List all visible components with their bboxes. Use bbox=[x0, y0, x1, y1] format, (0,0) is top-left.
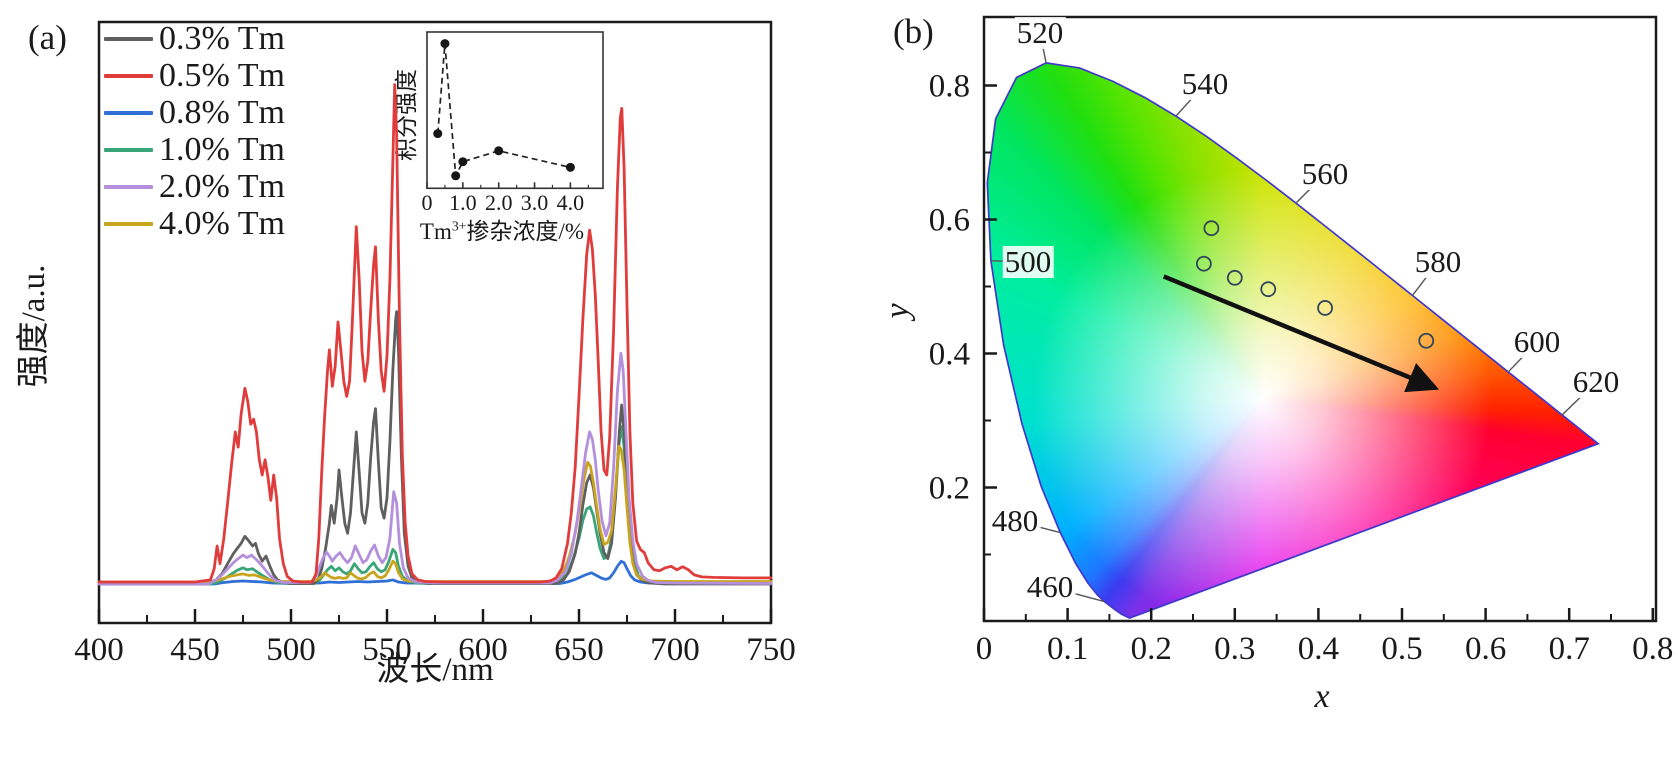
panel-b-x-tick-label: 0.8 bbox=[1632, 631, 1673, 667]
spectrum-curve-08Tm bbox=[97, 559, 773, 586]
legend-item: 0.3% Tm bbox=[104, 21, 285, 57]
inset-data-point bbox=[494, 146, 504, 156]
panel-a-label: (a) bbox=[28, 18, 67, 57]
inset-data-point bbox=[565, 162, 575, 172]
legend-item: 2.0% Tm bbox=[104, 169, 285, 205]
panel-a-y-axis-title: 强度/a.u. bbox=[16, 264, 52, 388]
panel-b-y-tick-label: 0.6 bbox=[929, 203, 970, 239]
wavelength-label-520: 520 bbox=[1014, 15, 1066, 50]
panel-b-x-tick-label: 0.7 bbox=[1549, 631, 1590, 667]
inset-data-point bbox=[451, 171, 461, 181]
legend-line-swatch bbox=[104, 148, 153, 152]
panel-b-label: (b) bbox=[893, 12, 934, 51]
panel-b-x-tick-label: 0.1 bbox=[1047, 631, 1088, 667]
panel-b-x-tick-label: 0.5 bbox=[1381, 631, 1422, 667]
panel-a-x-tick-label: 400 bbox=[74, 632, 124, 668]
legend-item: 0.5% Tm bbox=[104, 58, 285, 94]
wavelength-label-600: 600 bbox=[1511, 324, 1563, 359]
inset-data-line bbox=[436, 43, 571, 179]
panel-b-x-tick-label: 0.3 bbox=[1214, 631, 1255, 667]
panel-a-x-tick-label: 450 bbox=[170, 632, 220, 668]
legend-item-label: 0.5% Tm bbox=[159, 57, 285, 94]
panel-b-y-axis-title: y bbox=[879, 303, 916, 319]
panel-b-x-tick-label: 0 bbox=[976, 631, 993, 667]
panel-b-y-tick-label: 0.8 bbox=[929, 69, 970, 105]
legend-line-swatch bbox=[104, 37, 153, 41]
panel-b-x-tick-label: 0.4 bbox=[1298, 631, 1339, 667]
inset-x-title-prefix: Tm bbox=[419, 219, 452, 244]
panel-a-x-tick-label: 500 bbox=[266, 632, 316, 668]
spectrum-curve-40Tm bbox=[97, 444, 773, 584]
wavelength-label-480: 480 bbox=[989, 503, 1041, 538]
inset-x-axis-title: Tm3+掺杂浓度/% bbox=[397, 212, 607, 246]
wavelength-label-460: 460 bbox=[1024, 569, 1076, 604]
cie-gamut-color-field bbox=[987, 62, 1599, 619]
legend-line-swatch bbox=[104, 111, 153, 115]
panel-b-y-tick-label: 0.2 bbox=[929, 471, 970, 507]
legend-item: 1.0% Tm bbox=[104, 132, 285, 168]
legend-line-swatch bbox=[104, 222, 153, 226]
legend-item-label: 4.0% Tm bbox=[159, 205, 285, 242]
legend-line-swatch bbox=[104, 74, 153, 78]
inset-y-axis-title: 积分强度 bbox=[394, 69, 419, 161]
panel-b-y-tick-label: 0.4 bbox=[929, 337, 970, 373]
legend-item: 0.8% Tm bbox=[104, 95, 285, 131]
inset-data-point bbox=[458, 157, 468, 167]
panel-b-x-tick-label: 0.2 bbox=[1131, 631, 1172, 667]
panel-a-x-tick-label: 650 bbox=[554, 632, 604, 668]
wavelength-leader-line bbox=[1175, 97, 1193, 117]
panel-a-x-tick-label: 750 bbox=[746, 632, 796, 668]
legend-item-label: 0.8% Tm bbox=[159, 94, 285, 131]
panel-a-x-axis-title: 波长/nm bbox=[376, 652, 494, 688]
wavelength-label-500: 500 bbox=[1002, 244, 1054, 279]
wavelength-leader-line bbox=[1411, 276, 1428, 296]
legend-item-label: 1.0% Tm bbox=[159, 131, 285, 168]
spectrum-curve-10Tm bbox=[97, 425, 773, 586]
legend-item-label: 2.0% Tm bbox=[159, 168, 285, 205]
inset-x-title-sup: 3+ bbox=[451, 218, 467, 234]
legend-item-label: 0.3% Tm bbox=[159, 20, 285, 57]
inset-data-point bbox=[433, 129, 443, 139]
panel-b-x-tick-label: 0.6 bbox=[1465, 631, 1506, 667]
inset-x-title-suffix: 掺杂浓度/% bbox=[466, 219, 585, 244]
spectrum-curve-20Tm bbox=[97, 351, 773, 586]
inset-data-point bbox=[440, 39, 450, 49]
wavelength-leader-line bbox=[1561, 396, 1582, 416]
inset-frame bbox=[426, 31, 604, 190]
legend-line-swatch bbox=[104, 185, 153, 189]
wavelength-label-560: 560 bbox=[1299, 156, 1351, 191]
wavelength-label-540: 540 bbox=[1179, 66, 1231, 101]
spectrum-curve-03Tm bbox=[97, 310, 773, 586]
wavelength-label-620: 620 bbox=[1570, 364, 1622, 399]
panel-a-x-tick-label: 700 bbox=[650, 632, 700, 668]
panel-b-x-axis-title: x bbox=[1314, 678, 1330, 715]
wavelength-label-580: 580 bbox=[1412, 244, 1464, 279]
legend-item: 4.0% Tm bbox=[104, 206, 285, 242]
